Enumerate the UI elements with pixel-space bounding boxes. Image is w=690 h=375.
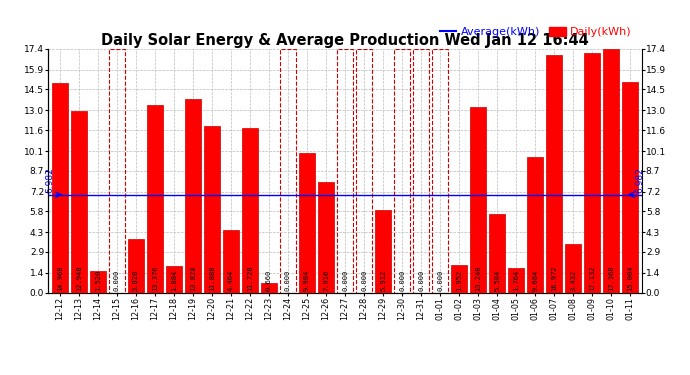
Text: 4.464: 4.464 [228,270,234,291]
Bar [280,49,296,292]
Bar [471,107,486,292]
Text: 6.982: 6.982 [46,168,55,193]
Text: 0.000: 0.000 [399,270,405,291]
Bar [318,182,334,292]
Bar [604,49,619,292]
Bar [242,128,257,292]
Bar [565,244,581,292]
Text: 17.132: 17.132 [589,266,595,291]
Text: 16.972: 16.972 [551,266,558,291]
Text: 1.520: 1.520 [95,270,101,291]
Bar [584,53,600,292]
Legend: Average(kWh), Daily(kWh): Average(kWh), Daily(kWh) [435,22,636,42]
Bar [166,266,181,292]
Text: 1.884: 1.884 [171,270,177,291]
Text: 0.000: 0.000 [418,270,424,291]
Bar [451,265,467,292]
Bar [394,49,410,292]
Bar [109,49,125,292]
Bar [71,111,86,292]
Bar [375,210,391,292]
Text: 11.888: 11.888 [209,266,215,291]
Text: 13.828: 13.828 [190,266,196,291]
Bar [622,82,638,292]
Bar [337,49,353,292]
Text: 5.584: 5.584 [494,270,500,291]
Bar [527,157,543,292]
Text: 14.968: 14.968 [57,266,63,291]
Bar [489,214,505,292]
Text: 3.432: 3.432 [570,270,576,291]
Text: 9.684: 9.684 [532,270,538,291]
Bar [147,105,163,292]
Bar [223,230,239,292]
Bar [509,268,524,292]
Bar [185,99,201,292]
Text: 9.984: 9.984 [304,270,310,291]
Text: 15.004: 15.004 [627,266,633,291]
Text: 0.000: 0.000 [285,270,291,291]
Text: 7.916: 7.916 [323,270,329,291]
Text: 0.000: 0.000 [114,270,120,291]
Text: 0.000: 0.000 [361,270,367,291]
Bar [261,283,277,292]
Text: 3.828: 3.828 [132,270,139,291]
Bar [204,126,219,292]
Bar [413,49,429,292]
Bar [356,49,372,292]
Bar [128,239,144,292]
Bar [52,83,68,292]
Text: 12.948: 12.948 [76,266,81,291]
Text: 6.982: 6.982 [635,168,644,193]
Bar [299,153,315,292]
Text: 13.376: 13.376 [152,266,158,291]
Text: 1.764: 1.764 [513,270,519,291]
Text: 11.728: 11.728 [247,266,253,291]
Text: 13.240: 13.240 [475,266,481,291]
Text: 1.952: 1.952 [456,270,462,291]
Text: 5.912: 5.912 [380,270,386,291]
Text: 0.000: 0.000 [437,270,443,291]
Bar [433,49,448,292]
Bar [90,271,106,292]
Text: 0.000: 0.000 [342,270,348,291]
Text: 0.660: 0.660 [266,270,272,291]
Bar [546,55,562,292]
Text: 17.368: 17.368 [609,266,614,291]
Title: Daily Solar Energy & Average Production Wed Jan 12 16:44: Daily Solar Energy & Average Production … [101,33,589,48]
